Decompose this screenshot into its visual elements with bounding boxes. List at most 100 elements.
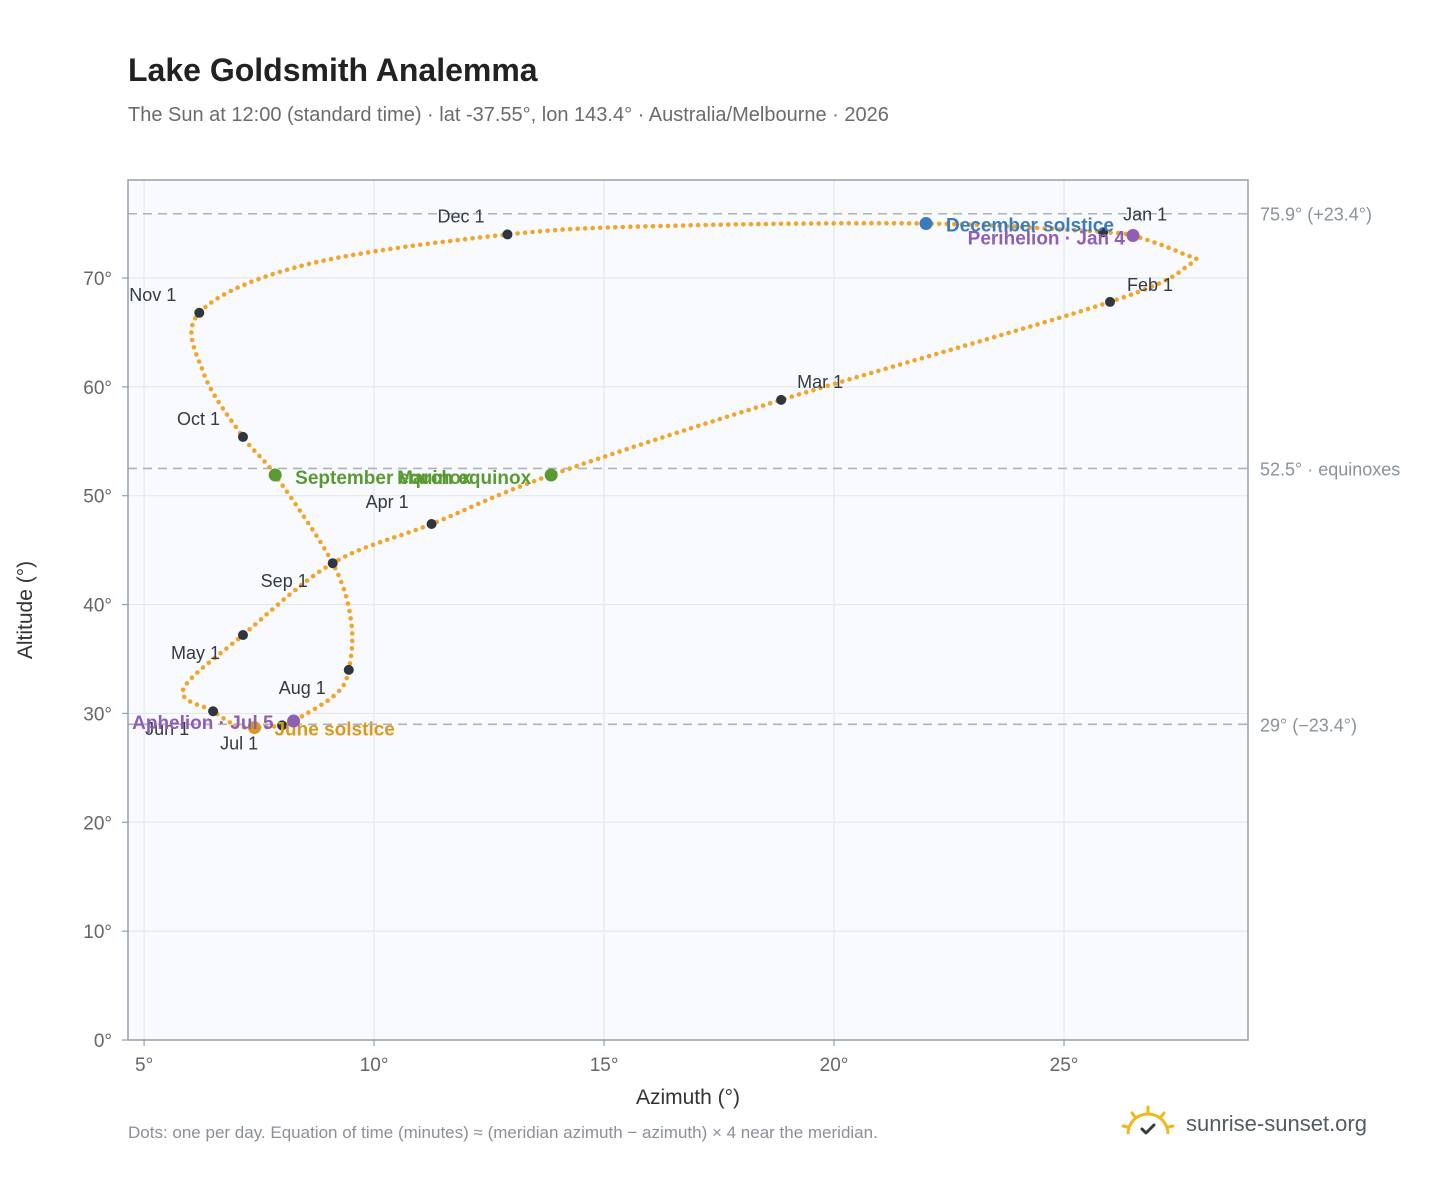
daily-dot [263, 274, 268, 279]
daily-dot [349, 550, 355, 556]
daily-dot [1071, 311, 1076, 316]
daily-dot [832, 381, 838, 386]
daily-dot [1057, 227, 1062, 232]
daily-dot [485, 234, 490, 239]
daily-dot [350, 252, 356, 258]
daily-dot [635, 224, 641, 229]
daily-dot [574, 463, 579, 469]
brand[interactable]: sunrise-sunset.org [1120, 1104, 1367, 1144]
daily-dot [818, 385, 823, 391]
daily-dot [786, 221, 791, 226]
daily-dot [801, 221, 806, 226]
daily-dot [275, 602, 281, 607]
daily-dot [420, 525, 426, 530]
daily-dot [247, 627, 252, 632]
x-tick-label: 5° [135, 1055, 153, 1076]
daily-dot [1034, 225, 1040, 231]
daily-dot [1115, 230, 1121, 236]
month-label: Dec 1 [437, 206, 484, 226]
daily-dot [181, 694, 187, 700]
daily-dot [739, 410, 744, 415]
daily-dot [681, 428, 687, 433]
daily-dot [252, 448, 257, 453]
daily-dot [221, 292, 227, 297]
daily-dot [658, 223, 663, 229]
daily-dot [306, 710, 311, 715]
daily-dot [455, 237, 461, 243]
daily-dot [831, 221, 836, 226]
daily-dot [883, 366, 888, 372]
daily-dot [229, 418, 234, 424]
daily-dot [861, 221, 867, 226]
y-tick-label: 40° [83, 596, 112, 617]
daily-dot [289, 495, 294, 501]
month-marker [208, 706, 219, 717]
daily-dot [746, 407, 751, 413]
month-label: May 1 [171, 643, 220, 663]
month-label: Jul 1 [220, 733, 258, 753]
daily-dot [934, 351, 939, 357]
daily-dot [545, 228, 550, 233]
daily-dot [753, 405, 759, 411]
daily-dot [305, 520, 311, 526]
x-tick-label: 25° [1050, 1055, 1079, 1076]
daily-dot [310, 573, 316, 579]
month-marker [776, 394, 787, 405]
daily-dot [349, 631, 355, 636]
daily-dot [477, 235, 483, 240]
daily-dot [341, 682, 347, 688]
daily-dot [342, 554, 348, 559]
daily-dot [1085, 306, 1091, 312]
daily-dot [967, 222, 972, 227]
daily-dot [854, 221, 859, 226]
daily-dot [796, 392, 802, 397]
daily-dot [482, 498, 488, 504]
y-tick-label: 60° [83, 378, 112, 399]
daily-dot [760, 403, 766, 408]
daily-dot [688, 425, 694, 431]
daily-dot [906, 221, 912, 226]
daily-dot [322, 546, 327, 551]
daily-dot [919, 355, 925, 361]
daily-dot [1042, 319, 1047, 325]
daily-dot [293, 587, 298, 593]
daily-dot [531, 478, 537, 484]
daily-dot [476, 501, 481, 507]
daily-dot [1020, 326, 1026, 331]
daily-dot [718, 222, 723, 227]
daily-dot [1042, 226, 1047, 231]
y-tick-label: 10° [83, 922, 112, 943]
daily-dot [1121, 294, 1127, 300]
daily-dot [325, 698, 330, 703]
axis-ticks: 5° 10° 15° 20° 25° 0° 10° 20° 30° 40° 50° 60° 70° [83, 269, 1078, 1076]
daily-dot [1180, 251, 1185, 256]
daily-dot [869, 220, 874, 226]
daily-dot [314, 259, 319, 265]
daily-dot [441, 516, 447, 522]
daily-dot [503, 489, 509, 495]
daily-dot [537, 229, 543, 234]
daily-dot [1108, 230, 1113, 235]
month-label: Sep 1 [261, 571, 308, 591]
daily-dot [560, 468, 565, 474]
daily-dot [897, 362, 903, 367]
event-marker [287, 714, 301, 728]
daily-dot [1163, 278, 1168, 283]
daily-dot [952, 221, 957, 227]
daily-dot [944, 221, 950, 227]
daily-dot [552, 227, 558, 233]
daily-dot [325, 552, 331, 558]
daily-dot [620, 224, 626, 230]
daily-dot [281, 597, 287, 602]
event-marker [1126, 229, 1140, 243]
daily-dot [270, 607, 275, 612]
daily-dot [336, 255, 341, 260]
event-marker [247, 721, 261, 735]
daily-dot [1159, 242, 1164, 248]
daily-dot [1135, 289, 1141, 295]
daily-dot [1145, 237, 1150, 243]
y-axis-label: Altitude (°) [14, 561, 37, 659]
x-tick-label: 20° [820, 1055, 849, 1076]
daily-dot [344, 675, 350, 681]
y-tick-label: 70° [83, 269, 112, 290]
